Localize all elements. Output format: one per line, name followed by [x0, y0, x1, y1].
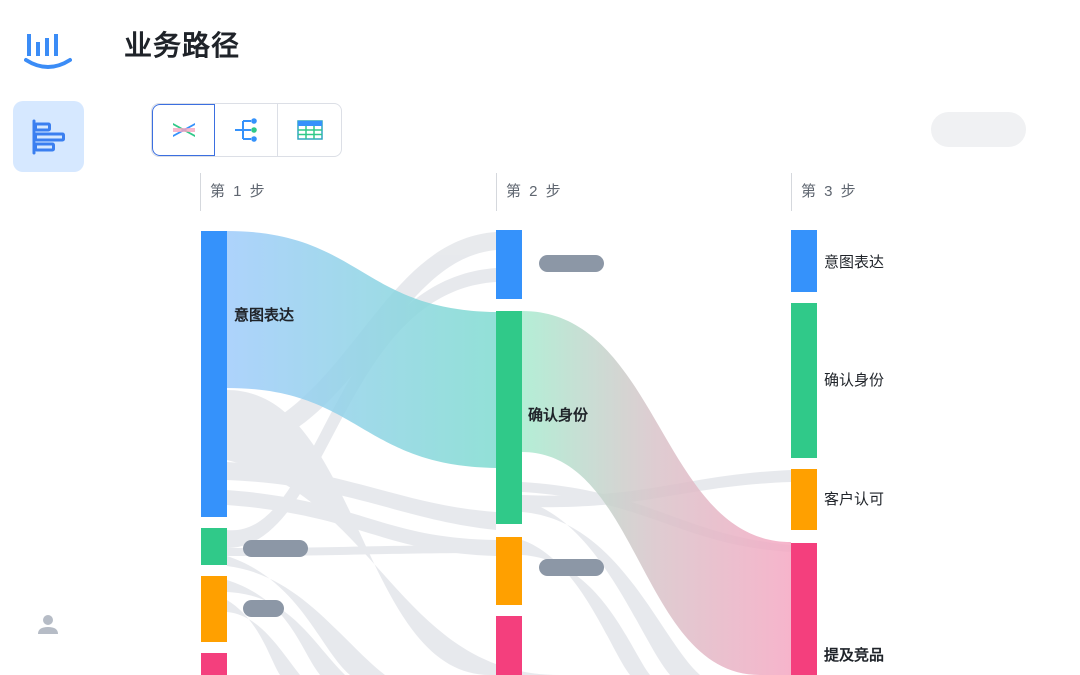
- sankey-link: [227, 580, 345, 675]
- node-label-s3-compete: 提及竞品: [824, 646, 884, 664]
- sankey-node-s3-approve[interactable]: [791, 469, 817, 530]
- node-label-s3-confirm: 确认身份: [824, 372, 884, 389]
- tree-view-button[interactable]: [215, 104, 278, 156]
- user-icon[interactable]: [36, 612, 60, 636]
- label-placeholder: [539, 559, 604, 576]
- sankey-link: [522, 500, 700, 675]
- sankey-node-s1-approve[interactable]: [201, 576, 227, 642]
- sankey-link: [227, 600, 300, 675]
- sankey-link: [227, 462, 496, 530]
- sankey-bars-icon: [32, 119, 65, 154]
- sankey-link-intent-to-confirm: [227, 231, 496, 468]
- sankey-link: [227, 556, 385, 675]
- sankey-link: [227, 490, 496, 556]
- app-logo: [24, 34, 72, 69]
- step-3-header: 第 3 步: [791, 173, 858, 211]
- node-label-s2-confirm: 确认身份: [528, 406, 589, 424]
- node-label-s3-approve: 客户认可: [824, 491, 884, 508]
- sankey-node-s1-intent[interactable]: [201, 231, 227, 517]
- sankey-node-s1-compete[interactable]: [201, 653, 227, 675]
- node-label-s3-intent: 意图表达: [824, 253, 884, 271]
- sidebar-path-analysis-button[interactable]: [13, 101, 84, 172]
- tree-icon: [235, 118, 257, 142]
- sankey-link-confirm-to-compete: [522, 311, 791, 675]
- label-placeholder: [243, 600, 284, 617]
- sankey-node-s2-compete[interactable]: [496, 616, 522, 675]
- page-title: 业务路径: [124, 30, 241, 61]
- sankey-node-s2-intent[interactable]: [496, 230, 522, 299]
- sankey-icon: [172, 123, 195, 137]
- table-icon: [296, 120, 323, 140]
- sankey-view-button[interactable]: [152, 104, 215, 156]
- label-placeholder: [243, 540, 308, 557]
- sankey-node-s2-confirm[interactable]: [496, 311, 522, 524]
- sankey-node-s1-confirm[interactable]: [201, 528, 227, 565]
- sankey-node-s3-compete[interactable]: [791, 543, 817, 675]
- sankey-node-s3-intent[interactable]: [791, 230, 817, 292]
- loading-placeholder: [931, 112, 1026, 147]
- step-1-header: 第 1 步: [200, 173, 267, 211]
- label-placeholder: [539, 255, 604, 272]
- sankey-node-s2-approve[interactable]: [496, 537, 522, 605]
- sankey-link: [522, 540, 650, 675]
- node-label-s1-intent: 意图表达: [234, 306, 294, 324]
- table-view-button[interactable]: [278, 104, 341, 156]
- step-2-header: 第 2 步: [496, 173, 563, 211]
- sankey-node-s3-confirm[interactable]: [791, 303, 817, 458]
- view-switcher: [151, 103, 342, 157]
